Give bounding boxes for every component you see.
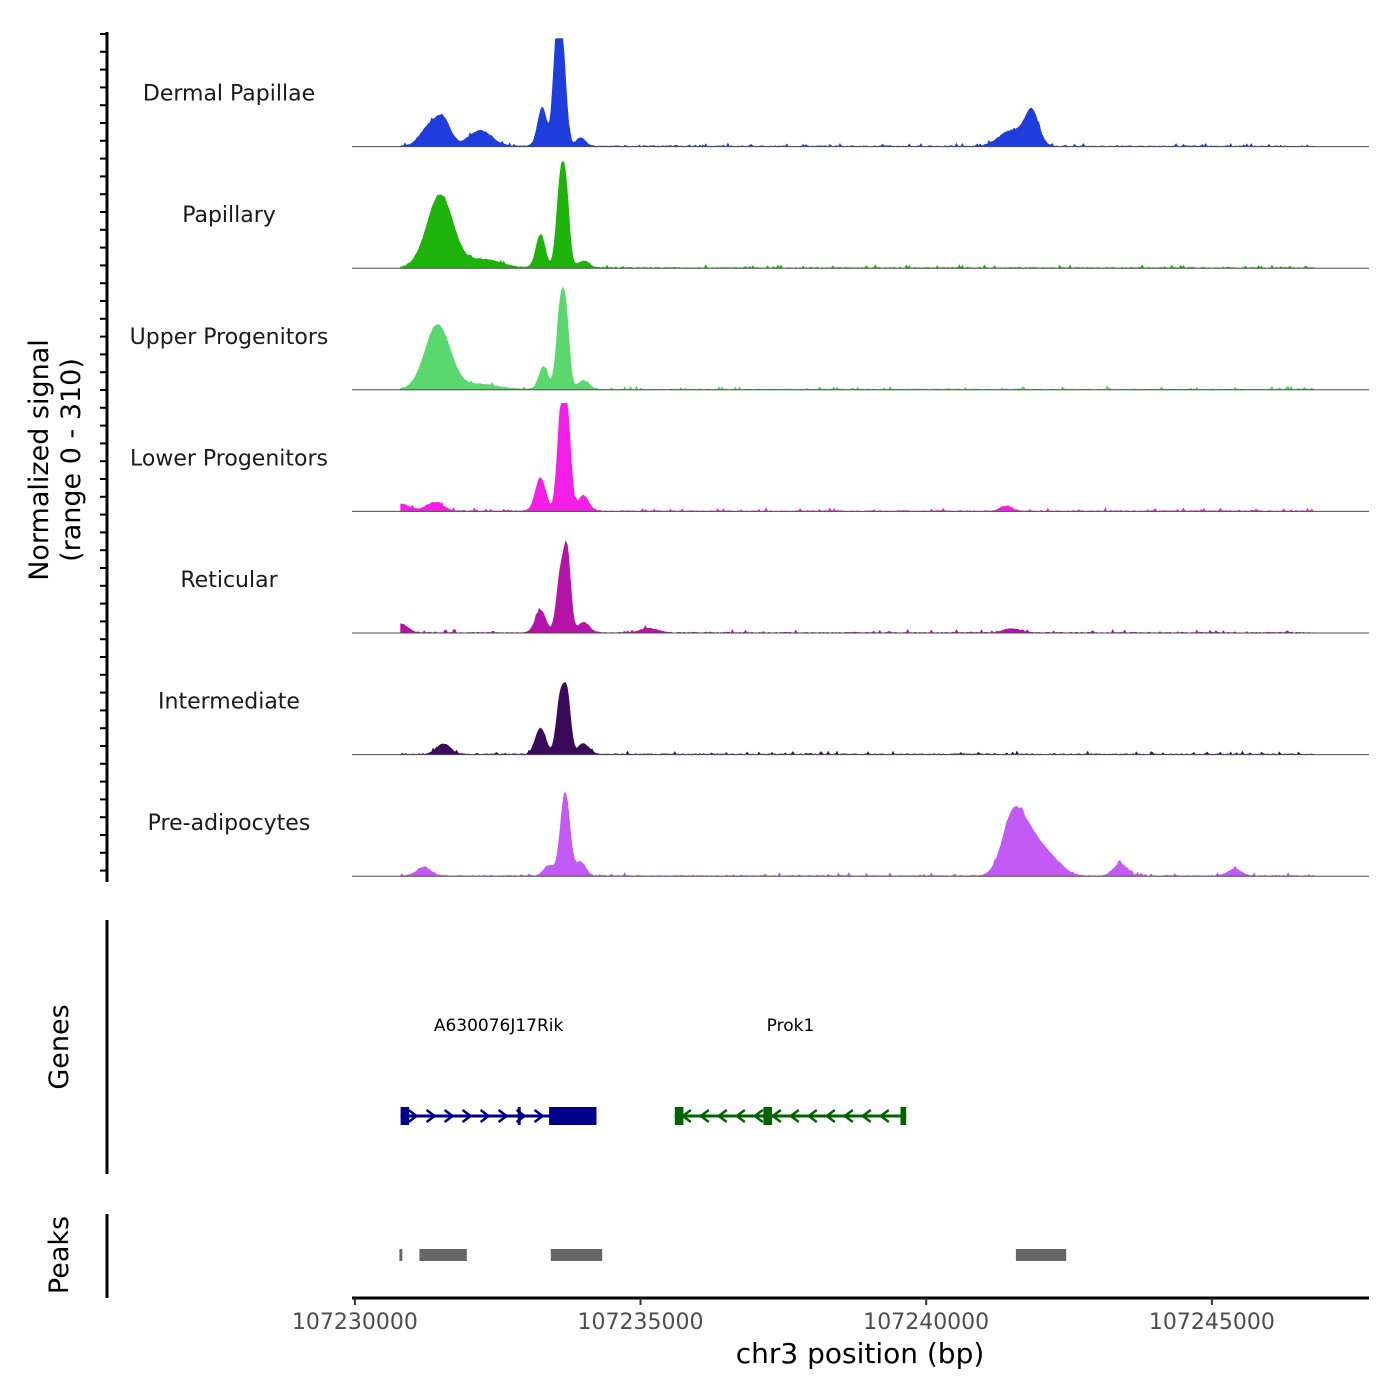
- x-tick-label: 107230000: [292, 1310, 418, 1335]
- strand-arrow: [824, 1109, 836, 1123]
- strand-arrow: [407, 1109, 419, 1123]
- gene-prok1: Prok1: [674, 1016, 907, 1125]
- track-pre-adipocytes: Pre-adipocytes: [148, 792, 1369, 877]
- gene-exon: [400, 1107, 410, 1125]
- peak-region: [399, 1249, 403, 1261]
- gene-exon: [763, 1107, 772, 1125]
- strand-arrow: [806, 1109, 818, 1123]
- signal-area: [400, 792, 1315, 877]
- x-axis: chr3 position (bp) 107230000 107235000 107…: [292, 1296, 1369, 1370]
- track-label: Papillary: [182, 203, 276, 228]
- peak-region: [550, 1249, 603, 1261]
- track-label: Pre-adipocytes: [148, 811, 311, 836]
- strand-arrow: [788, 1109, 800, 1123]
- signal-area: [400, 38, 1315, 147]
- strand-arrow: [878, 1109, 890, 1123]
- strand-arrow: [698, 1109, 710, 1123]
- gene-name-label: A630076J17Rik: [434, 1016, 564, 1036]
- track-papillary: Papillary: [182, 160, 1369, 269]
- track-lower-progenitors: Lower Progenitors: [130, 403, 1369, 512]
- track-label: Lower Progenitors: [130, 446, 328, 471]
- strand-arrow: [860, 1109, 872, 1123]
- gene-a630076j17rik: A630076J17Rik: [400, 1016, 597, 1125]
- strand-arrow: [461, 1109, 473, 1123]
- track-intermediate: Intermediate: [158, 682, 1369, 756]
- strand-arrow: [734, 1109, 746, 1123]
- peak-region: [419, 1249, 467, 1261]
- track-label: Intermediate: [158, 690, 300, 715]
- strand-arrow: [770, 1109, 782, 1123]
- strand-arrow: [533, 1109, 545, 1123]
- signal-area: [400, 540, 1315, 634]
- track-label: Upper Progenitors: [130, 325, 329, 350]
- y-axis-title-line: (range 0 - 310): [56, 358, 87, 562]
- strand-arrow: [752, 1109, 764, 1123]
- gene-exon: [549, 1107, 597, 1125]
- track-reticular: Reticular: [180, 540, 1369, 634]
- x-tick-label: 107240000: [863, 1310, 989, 1335]
- track-upper-progenitors: Upper Progenitors: [130, 286, 1369, 391]
- coverage-tracks: Dermal Papillae Papillary Upper Progenitor…: [130, 38, 1369, 877]
- peak-region: [1015, 1249, 1067, 1261]
- track-label: Dermal Papillae: [143, 82, 315, 107]
- gene-exon: [674, 1107, 684, 1125]
- signal-axis: [100, 32, 109, 882]
- signal-area: [400, 286, 1315, 391]
- gene-exon: [900, 1107, 907, 1125]
- gene-exon: [517, 1107, 521, 1125]
- track-label: Reticular: [180, 568, 278, 593]
- peaks-panel-label: Peaks: [44, 1216, 75, 1294]
- strand-arrow: [716, 1109, 728, 1123]
- signal-area: [400, 403, 1315, 512]
- track-dermal-papillae: Dermal Papillae: [143, 38, 1369, 148]
- genes-panel: Genes A630076J17Rik Prok1: [44, 920, 907, 1174]
- y-axis-title-line: Normalized signal: [24, 339, 55, 581]
- signal-area: [400, 682, 1315, 756]
- strand-arrow: [425, 1109, 437, 1123]
- gene-name-label: Prok1: [767, 1016, 815, 1036]
- x-axis-title: chr3 position (bp): [736, 1337, 985, 1370]
- peaks-panel: Peaks: [44, 1214, 1067, 1298]
- strand-arrow: [443, 1109, 455, 1123]
- x-tick-label: 107245000: [1149, 1310, 1275, 1335]
- strand-arrow: [479, 1109, 491, 1123]
- x-tick-label: 107235000: [578, 1310, 704, 1335]
- genes-panel-label: Genes: [44, 1004, 75, 1089]
- y-axis-title: Normalized signal(range 0 - 310): [24, 339, 87, 581]
- strand-arrow: [842, 1109, 854, 1123]
- signal-area: [400, 160, 1315, 269]
- strand-arrow: [497, 1109, 509, 1123]
